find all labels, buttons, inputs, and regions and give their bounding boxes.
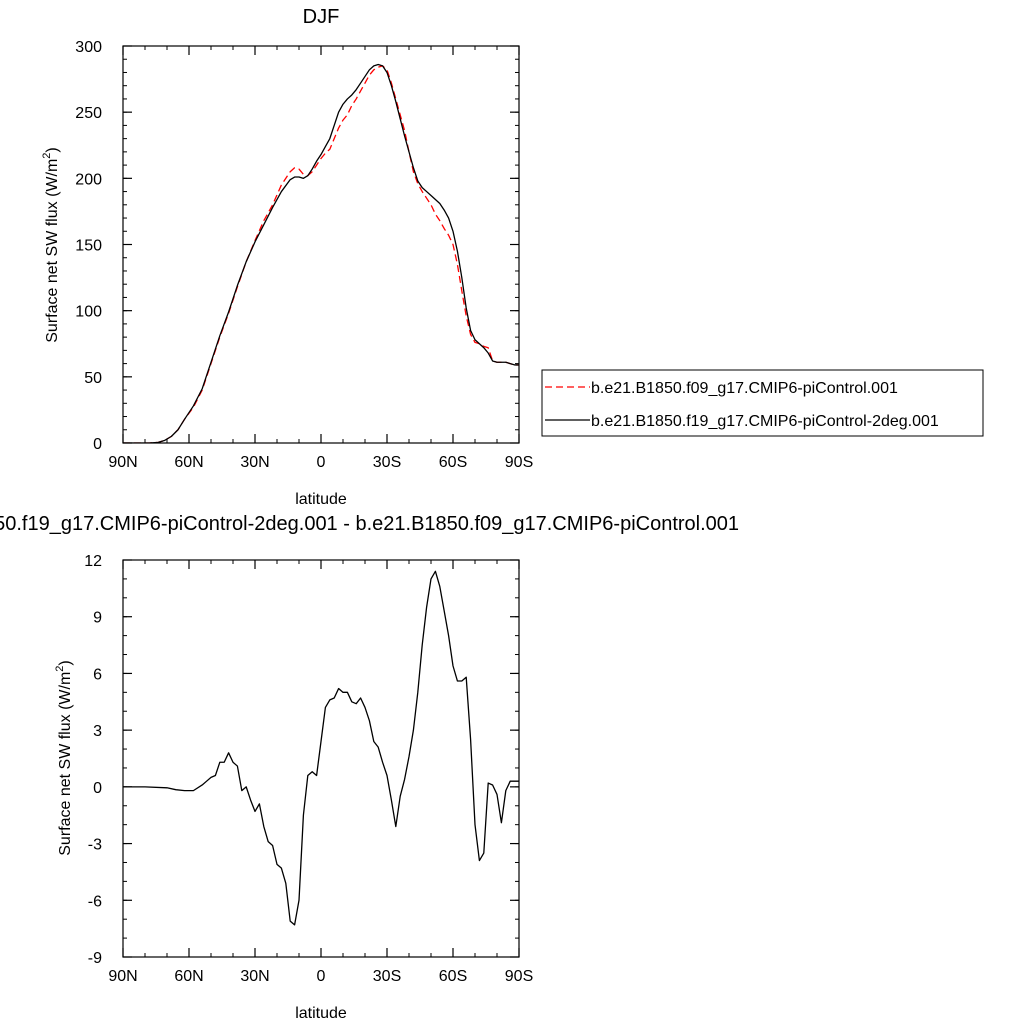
bottom-y-axis-label-end: ) bbox=[57, 660, 74, 665]
top-y-axis-label: Surface net SW flux (W/m2) bbox=[41, 147, 61, 343]
top-y-axis-label-end: ) bbox=[44, 147, 61, 152]
bottom-y-tick-label: -3 bbox=[88, 837, 102, 854]
bottom-x-tick-label: 30N bbox=[240, 968, 269, 985]
bottom-y-axis-label: Surface net SW flux (W/m2) bbox=[54, 660, 74, 856]
top-chart-title: DJF bbox=[303, 6, 340, 28]
top-y-axis-label-sup: 2 bbox=[41, 153, 53, 159]
top-series-line-2 bbox=[123, 63, 519, 443]
bottom-plot-frame bbox=[122, 559, 520, 958]
top-x-tick-label: 90N bbox=[108, 454, 137, 471]
bottom-x-tick-label: 0 bbox=[317, 968, 326, 985]
bottom-y-tick-label: 3 bbox=[93, 723, 102, 740]
bottom-y-tick-label: 0 bbox=[93, 780, 102, 797]
legend-label-series-1: b.e21.B1850.f09_g17.CMIP6-piControl.001 bbox=[591, 380, 898, 397]
top-x-tick-label: 0 bbox=[317, 454, 326, 471]
top-y-tick-label: 50 bbox=[84, 370, 102, 387]
top-ticks: 90N 60N 30N 0 30S 60S 90S 0 50 100 150 200 250 300 bbox=[75, 39, 533, 471]
bottom-ticks: 90N 60N 30N 0 30S 60S 90S -9 -6 -3 0 3 6 9 12 bbox=[84, 553, 533, 985]
top-plot-frame bbox=[122, 45, 520, 444]
top-x-tick-label: 60S bbox=[439, 454, 467, 471]
top-y-tick-label: 100 bbox=[75, 304, 102, 321]
bottom-series-line-1 bbox=[123, 570, 519, 926]
bottom-y-tick-label: -6 bbox=[88, 893, 102, 910]
top-x-tick-label: 60N bbox=[174, 454, 203, 471]
bottom-x-tick-label: 30S bbox=[373, 968, 401, 985]
legend: b.e21.B1850.f09_g17.CMIP6-piControl.001 … bbox=[541, 369, 984, 437]
bottom-panel: b.e21.B1850.f19_g17.CMIP6-piControl-2deg… bbox=[0, 513, 739, 1022]
bottom-y-axis-label-sup: 2 bbox=[54, 666, 66, 672]
top-y-axis-label-main: Surface net SW flux (W/m bbox=[44, 159, 61, 343]
bottom-y-tick-label: 12 bbox=[84, 553, 102, 570]
top-x-axis-label: latitude bbox=[295, 491, 347, 508]
top-series-line-1 bbox=[123, 65, 519, 443]
bottom-x-tick-label: 90N bbox=[108, 968, 137, 985]
legend-label-series-2: b.e21.B1850.f19_g17.CMIP6-piControl-2deg… bbox=[591, 413, 939, 430]
top-x-tick-label: 30N bbox=[240, 454, 269, 471]
bottom-chart-title: b.e21.B1850.f19_g17.CMIP6-piControl-2deg… bbox=[0, 513, 739, 535]
top-x-tick-label: 30S bbox=[373, 454, 401, 471]
bottom-x-axis-label: latitude bbox=[295, 1005, 347, 1022]
bottom-plot-lines bbox=[123, 570, 519, 926]
legend-frame bbox=[541, 369, 984, 437]
bottom-x-tick-label: 90S bbox=[505, 968, 533, 985]
top-x-tick-label: 90S bbox=[505, 454, 533, 471]
bottom-y-axis-label-main: Surface net SW flux (W/m bbox=[57, 672, 74, 856]
bottom-y-tick-label: 6 bbox=[93, 666, 102, 683]
bottom-y-tick-label: 9 bbox=[93, 610, 102, 627]
top-y-tick-label: 0 bbox=[93, 436, 102, 453]
top-y-tick-label: 200 bbox=[75, 171, 102, 188]
top-panel: DJF 90N 60N 30N 0 30S 60S 90S 0 50 100 150 200 250 30… bbox=[41, 6, 533, 508]
bottom-x-tick-label: 60S bbox=[439, 968, 467, 985]
bottom-x-tick-label: 60N bbox=[174, 968, 203, 985]
top-y-tick-label: 250 bbox=[75, 105, 102, 122]
top-plot-lines bbox=[123, 63, 519, 443]
top-y-tick-label: 300 bbox=[75, 39, 102, 56]
bottom-y-tick-label: -9 bbox=[88, 950, 102, 967]
top-y-tick-label: 150 bbox=[75, 238, 102, 255]
